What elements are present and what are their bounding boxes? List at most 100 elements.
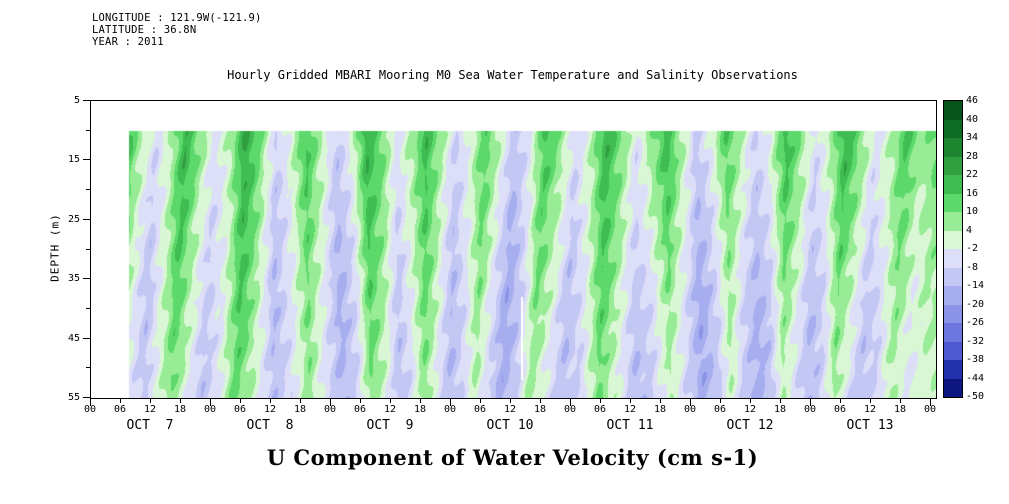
x-tick	[210, 399, 211, 406]
colorbar-cell	[944, 323, 962, 343]
x-tick	[480, 399, 481, 403]
y-minor-tick	[86, 189, 90, 191]
colorbar-tick-label: 34	[966, 132, 979, 143]
x-tick	[300, 399, 301, 403]
x-tick-label: 18	[893, 404, 907, 415]
x-tick-label: 06	[713, 404, 727, 415]
plot-area	[90, 100, 937, 399]
colorbar-tick-label: -26	[966, 317, 985, 328]
x-tick-label: 12	[863, 404, 877, 415]
x-tick-label: 00	[923, 404, 937, 415]
x-tick	[600, 399, 601, 403]
header-info: LONGITUDE : 121.9W(-121.9) LATITUDE : 36…	[92, 12, 262, 48]
colorbar-tick-label: 10	[966, 206, 979, 217]
x-tick-label: 12	[383, 404, 397, 415]
y-tick-label: 25	[67, 213, 80, 225]
x-tick-label: 18	[653, 404, 667, 415]
x-tick	[810, 399, 811, 406]
colorbar-tick-label: -8	[966, 261, 979, 273]
colorbar-tick-label: -38	[966, 354, 985, 365]
colorbar-cell	[944, 212, 962, 232]
year-text: YEAR : 2011	[92, 36, 164, 48]
x-tick	[450, 399, 451, 406]
x-tick	[360, 399, 361, 403]
y-tick	[83, 159, 90, 161]
colorbar-cell	[944, 267, 962, 287]
y-tick	[83, 397, 90, 398]
x-tick-label: 00	[323, 404, 337, 415]
heatmap-canvas	[91, 101, 936, 398]
x-tick	[150, 399, 151, 403]
x-tick	[120, 399, 121, 403]
y-tick-label: 35	[67, 273, 80, 285]
x-tick-label: 18	[413, 404, 427, 415]
x-tick	[420, 399, 421, 403]
date-label: OCT 7	[126, 418, 174, 433]
x-tick	[240, 399, 241, 403]
colorbar-cell	[944, 193, 962, 213]
x-tick-label: 00	[683, 404, 697, 415]
colorbar-tick-label: 22	[966, 169, 979, 180]
x-tick	[720, 399, 721, 403]
y-tick	[83, 278, 90, 280]
x-tick-label: 18	[533, 404, 547, 415]
x-tick	[900, 399, 901, 403]
colorbar-tick-label: 40	[966, 113, 979, 125]
x-tick-label: 00	[563, 404, 577, 415]
y-tick	[83, 218, 90, 220]
colorbar-tick-label: 46	[966, 95, 979, 106]
colorbar-cell	[944, 249, 962, 269]
y-tick-label: 45	[67, 332, 80, 344]
x-tick-label: 00	[203, 404, 217, 415]
x-tick-label: 12	[143, 404, 157, 415]
x-tick-label: 18	[773, 404, 787, 415]
chart-title: Hourly Gridded MBARI Mooring M0 Sea Wate…	[227, 68, 798, 82]
x-tick	[930, 399, 931, 406]
x-tick-label: 06	[113, 404, 127, 415]
x-tick-label: 06	[833, 404, 847, 415]
x-tick-label: 00	[803, 404, 817, 415]
date-label: OCT 11	[606, 418, 654, 433]
y-tick	[83, 337, 90, 339]
colorbar-cell	[944, 156, 962, 176]
x-tick	[390, 399, 391, 403]
colorbar-tick-label: -50	[966, 391, 985, 402]
colorbar-cell	[944, 286, 962, 306]
x-tick-label: 00	[443, 404, 457, 415]
y-tick-label: 15	[67, 154, 80, 166]
x-tick	[330, 399, 331, 406]
x-tick	[90, 399, 91, 406]
colorbar-cell	[944, 341, 962, 361]
bottom-title: U Component of Water Velocity (cm s-1)	[266, 445, 759, 470]
colorbar-tick-label: 28	[966, 150, 979, 162]
y-minor-tick	[86, 248, 90, 250]
colorbar-tick-label: -14	[966, 280, 985, 291]
x-tick	[780, 399, 781, 403]
date-label: OCT 13	[846, 418, 894, 433]
x-tick	[870, 399, 871, 403]
colorbar-tick-label: 16	[966, 187, 979, 199]
y-tick-label: 5	[73, 95, 80, 106]
x-tick-label: 12	[503, 404, 517, 415]
date-label: OCT 10	[486, 418, 534, 433]
y-minor-tick	[86, 367, 90, 369]
colorbar-cell	[944, 119, 962, 139]
x-tick-label: 06	[473, 404, 487, 415]
x-tick-label: 12	[623, 404, 637, 415]
colorbar-cell	[944, 101, 962, 121]
x-tick	[840, 399, 841, 403]
x-tick-label: 12	[263, 404, 277, 415]
colorbar-tick-label: -44	[966, 372, 985, 384]
y-tick-label: 55	[67, 392, 80, 403]
y-minor-tick	[86, 129, 90, 131]
date-label: OCT 9	[366, 418, 414, 433]
x-tick-label: 06	[233, 404, 247, 415]
y-minor-tick	[86, 307, 90, 309]
x-tick-label: 12	[743, 404, 757, 415]
x-tick-label: 06	[593, 404, 607, 415]
colorbar-tick-label: -32	[966, 335, 985, 347]
x-tick-label: 06	[353, 404, 367, 415]
colorbar-cell	[944, 378, 962, 397]
date-label: OCT 8	[246, 418, 294, 433]
date-label: OCT 12	[726, 418, 774, 433]
